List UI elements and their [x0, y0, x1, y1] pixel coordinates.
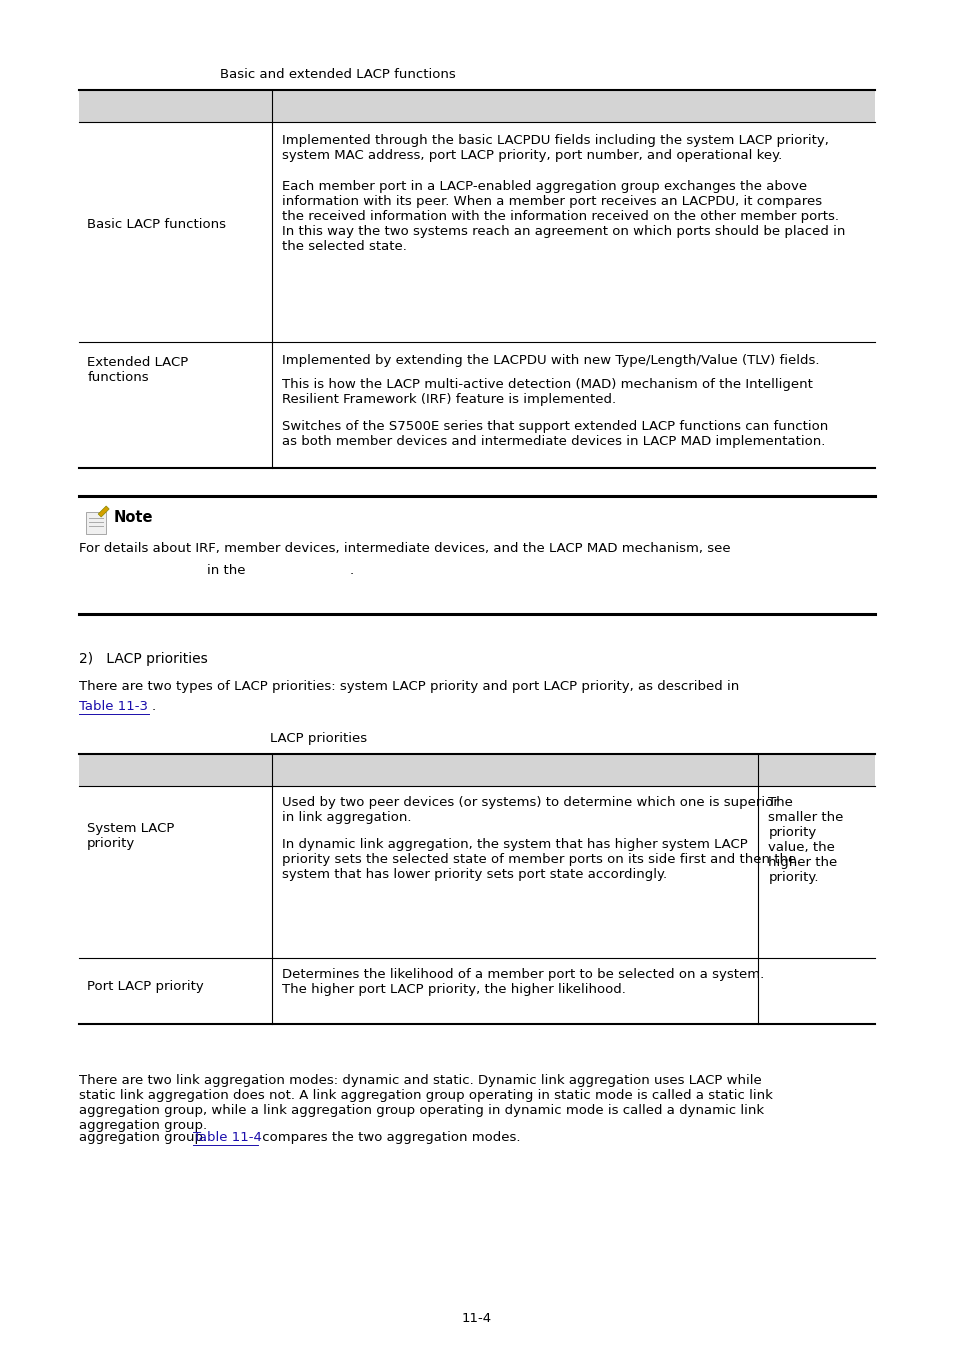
- Text: Note: Note: [113, 510, 152, 525]
- Text: For details about IRF, member devices, intermediate devices, and the LACP MAD me: For details about IRF, member devices, i…: [79, 541, 730, 555]
- Bar: [79, 122, 874, 342]
- Text: Each member port in a LACP-enabled aggregation group exchanges the above
informa: Each member port in a LACP-enabled aggre…: [281, 180, 844, 252]
- Text: Switches of the S7500E series that support extended LACP functions can function
: Switches of the S7500E series that suppo…: [281, 420, 827, 448]
- Bar: [79, 342, 874, 468]
- Bar: [79, 755, 874, 786]
- Text: Table 11-4: Table 11-4: [193, 1131, 262, 1143]
- Text: There are two link aggregation modes: dynamic and static. Dynamic link aggregati: There are two link aggregation modes: dy…: [79, 1075, 772, 1133]
- Text: .: .: [349, 564, 353, 576]
- Polygon shape: [98, 506, 109, 517]
- Text: aggregation group.: aggregation group.: [79, 1131, 212, 1143]
- Text: 2)   LACP priorities: 2) LACP priorities: [79, 652, 208, 666]
- Text: Implemented through the basic LACPDU fields including the system LACP priority,
: Implemented through the basic LACPDU fie…: [281, 134, 828, 162]
- Text: Implemented by extending the LACPDU with new Type/Length/Value (TLV) fields.: Implemented by extending the LACPDU with…: [281, 354, 819, 367]
- Text: Basic LACP functions: Basic LACP functions: [87, 217, 226, 231]
- Text: In dynamic link aggregation, the system that has higher system LACP
priority set: In dynamic link aggregation, the system …: [281, 838, 796, 882]
- Text: 11-4: 11-4: [461, 1312, 492, 1324]
- Text: Port LACP priority: Port LACP priority: [87, 980, 204, 994]
- Text: .: .: [151, 701, 155, 713]
- Text: This is how the LACP multi-active detection (MAD) mechanism of the Intelligent
R: This is how the LACP multi-active detect…: [281, 378, 812, 406]
- Text: Extended LACP
functions: Extended LACP functions: [87, 356, 189, 383]
- Text: in the: in the: [207, 564, 246, 576]
- Text: Basic and extended LACP functions: Basic and extended LACP functions: [220, 68, 456, 81]
- Text: There are two types of LACP priorities: system LACP priority and port LACP prior: There are two types of LACP priorities: …: [79, 680, 739, 693]
- Text: Table 11-3: Table 11-3: [79, 701, 148, 713]
- Text: Determines the likelihood of a member port to be selected on a system.
The highe: Determines the likelihood of a member po…: [281, 968, 763, 996]
- Text: The
smaller the
priority
value, the
higher the
priority.: The smaller the priority value, the high…: [767, 796, 842, 884]
- Text: System LACP
priority: System LACP priority: [87, 822, 174, 850]
- Text: Used by two peer devices (or systems) to determine which one is superior
in link: Used by two peer devices (or systems) to…: [281, 796, 778, 824]
- Bar: [79, 90, 874, 122]
- Bar: [79, 786, 874, 958]
- Text: compares the two aggregation modes.: compares the two aggregation modes.: [258, 1131, 520, 1143]
- Bar: [86, 512, 106, 535]
- Text: LACP priorities: LACP priorities: [270, 732, 367, 745]
- Bar: [79, 958, 874, 1025]
